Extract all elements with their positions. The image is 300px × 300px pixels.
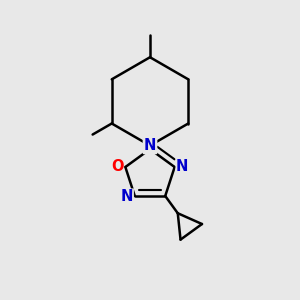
Text: O: O <box>111 159 123 174</box>
Text: N: N <box>176 159 188 174</box>
Text: N: N <box>144 138 156 153</box>
Text: N: N <box>121 189 133 204</box>
